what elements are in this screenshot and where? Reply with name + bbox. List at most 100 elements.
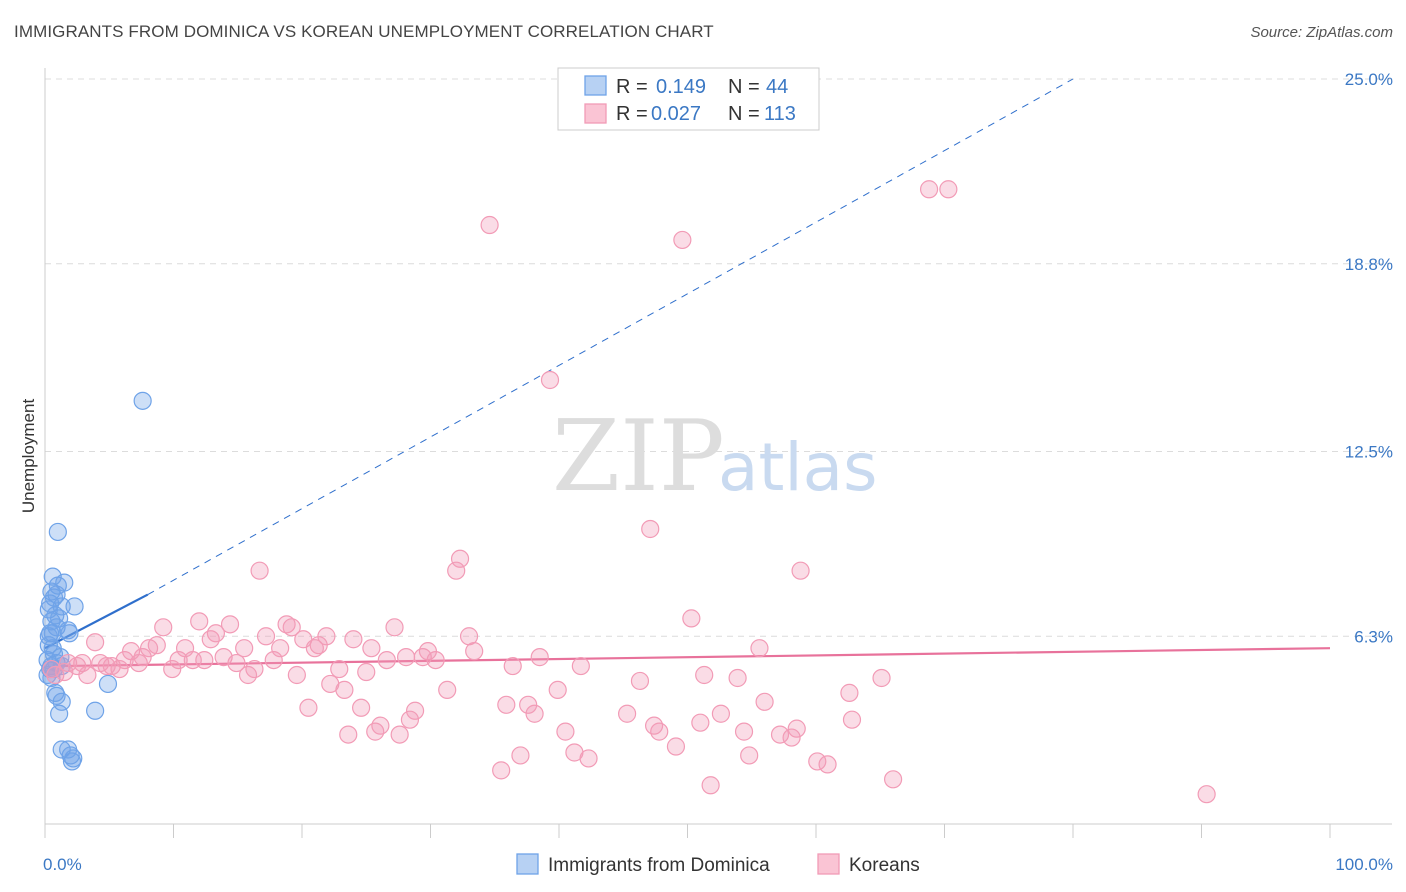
point-koreans-107 [842,710,862,729]
series-legend-label-dominica: Immigrants from Dominica [548,855,770,876]
point-koreans-25 [201,630,220,649]
point-koreans-18 [154,618,173,637]
axes [44,68,1392,838]
point-dominica-38 [133,391,152,410]
point-koreans-104 [808,752,827,771]
point-koreans-99 [755,692,774,711]
point-koreans-33 [250,561,269,580]
x-tick-label-1: 100.0% [1335,855,1393,874]
series-legend-label-koreans: Koreans [849,855,920,876]
point-koreans-59 [400,710,420,729]
point-koreans-7 [86,633,105,652]
point-koreans-48 [339,725,358,744]
y-axis-title: Unemployment [19,399,38,514]
point-koreans-91 [691,713,710,732]
point-koreans-63 [426,650,445,670]
point-koreans-79 [556,722,575,741]
legend-r-value-1: 0.149 [656,76,706,98]
point-koreans-95 [728,668,747,688]
chart-title: IMMIGRANTS FROM DOMINICA VS KOREAN UNEMP… [14,22,714,41]
x-tick-label-0: 0.0% [43,855,82,874]
point-dominica-39 [48,522,67,542]
trend-line-1 [57,647,1331,668]
point-koreans-77 [540,370,560,390]
point-koreans-30 [235,639,254,658]
legend-n-value-2: 113 [764,103,796,125]
point-koreans-44 [317,627,336,646]
point-koreans-109 [883,770,903,789]
point-koreans-39 [287,665,306,685]
point-koreans-112 [1197,785,1216,804]
watermark: ZIP atlas [552,400,878,514]
point-koreans-75 [525,704,544,723]
point-koreans-110 [919,180,939,199]
trend-lines [44,78,1331,668]
legend-n-label-1: N = [728,76,760,98]
point-koreans-82 [579,749,598,768]
point-koreans-89 [673,230,692,250]
point-koreans-57 [390,725,409,744]
point-koreans-111 [939,180,958,199]
point-dominica-6 [41,594,60,613]
trend-extension-0 [147,78,1074,595]
point-dominica-15 [59,621,78,640]
point-koreans-81 [571,656,590,676]
data-points [38,180,1216,804]
tick-labels: 6.3% 12.5% 18.8% 25.0% 0.0% 100.0% [43,70,1393,874]
point-koreans-74 [519,695,538,714]
point-koreans-105 [818,755,837,774]
point-koreans-47 [335,680,354,700]
y-tick-label-1: 12.5% [1345,443,1393,462]
point-koreans-84 [630,671,650,691]
point-dominica-28 [47,686,66,705]
point-koreans-34 [256,627,276,646]
point-koreans-15 [133,648,152,667]
point-dominica-0 [43,567,62,586]
point-koreans-98 [750,639,769,658]
point-koreans-70 [492,761,511,780]
point-koreans-83 [618,704,637,723]
point-koreans-26 [206,624,226,643]
point-koreans-28 [220,615,240,634]
point-koreans-100 [770,725,790,744]
point-koreans-78 [548,680,567,700]
point-dominica-37 [62,752,82,771]
point-koreans-37 [277,615,296,634]
trend-line-0 [44,593,149,650]
point-koreans-60 [405,701,425,720]
point-dominica-16 [60,624,79,643]
series-legend-swatch-dominica [516,853,539,875]
point-dominica-4 [47,585,66,604]
point-koreans-54 [371,716,390,735]
gridlines [45,78,1392,637]
y-tick-label-3: 25.0% [1345,70,1393,89]
point-koreans-29 [227,653,246,673]
point-dominica-36 [64,749,83,768]
y-tick-label-2: 18.8% [1345,255,1393,274]
legend-swatch-koreans [584,103,607,124]
point-koreans-65 [447,561,466,580]
point-koreans-94 [711,704,731,723]
point-koreans-68 [465,642,484,661]
legend-r-value-2: 0.027 [651,103,701,125]
point-koreans-49 [344,630,363,649]
point-koreans-93 [701,776,720,795]
point-dominica-41 [39,627,58,646]
point-koreans-6 [78,665,97,685]
point-koreans-12 [115,650,134,670]
point-koreans-46 [330,659,349,679]
point-koreans-24 [195,650,214,670]
stats-legend: R = 0.149 N = 44 R = 0.027 N = 113 [557,67,820,131]
point-dominica-30 [50,704,69,723]
point-koreans-101 [782,728,801,747]
point-koreans-58 [396,648,416,667]
point-koreans-76 [530,648,549,667]
point-koreans-4 [68,656,87,676]
point-koreans-51 [357,662,376,682]
point-koreans-73 [511,746,530,765]
point-koreans-92 [695,665,714,685]
y-tick-label-0: 6.3% [1354,627,1393,646]
legend-n-value-1: 44 [766,76,788,98]
point-koreans-64 [438,680,457,700]
